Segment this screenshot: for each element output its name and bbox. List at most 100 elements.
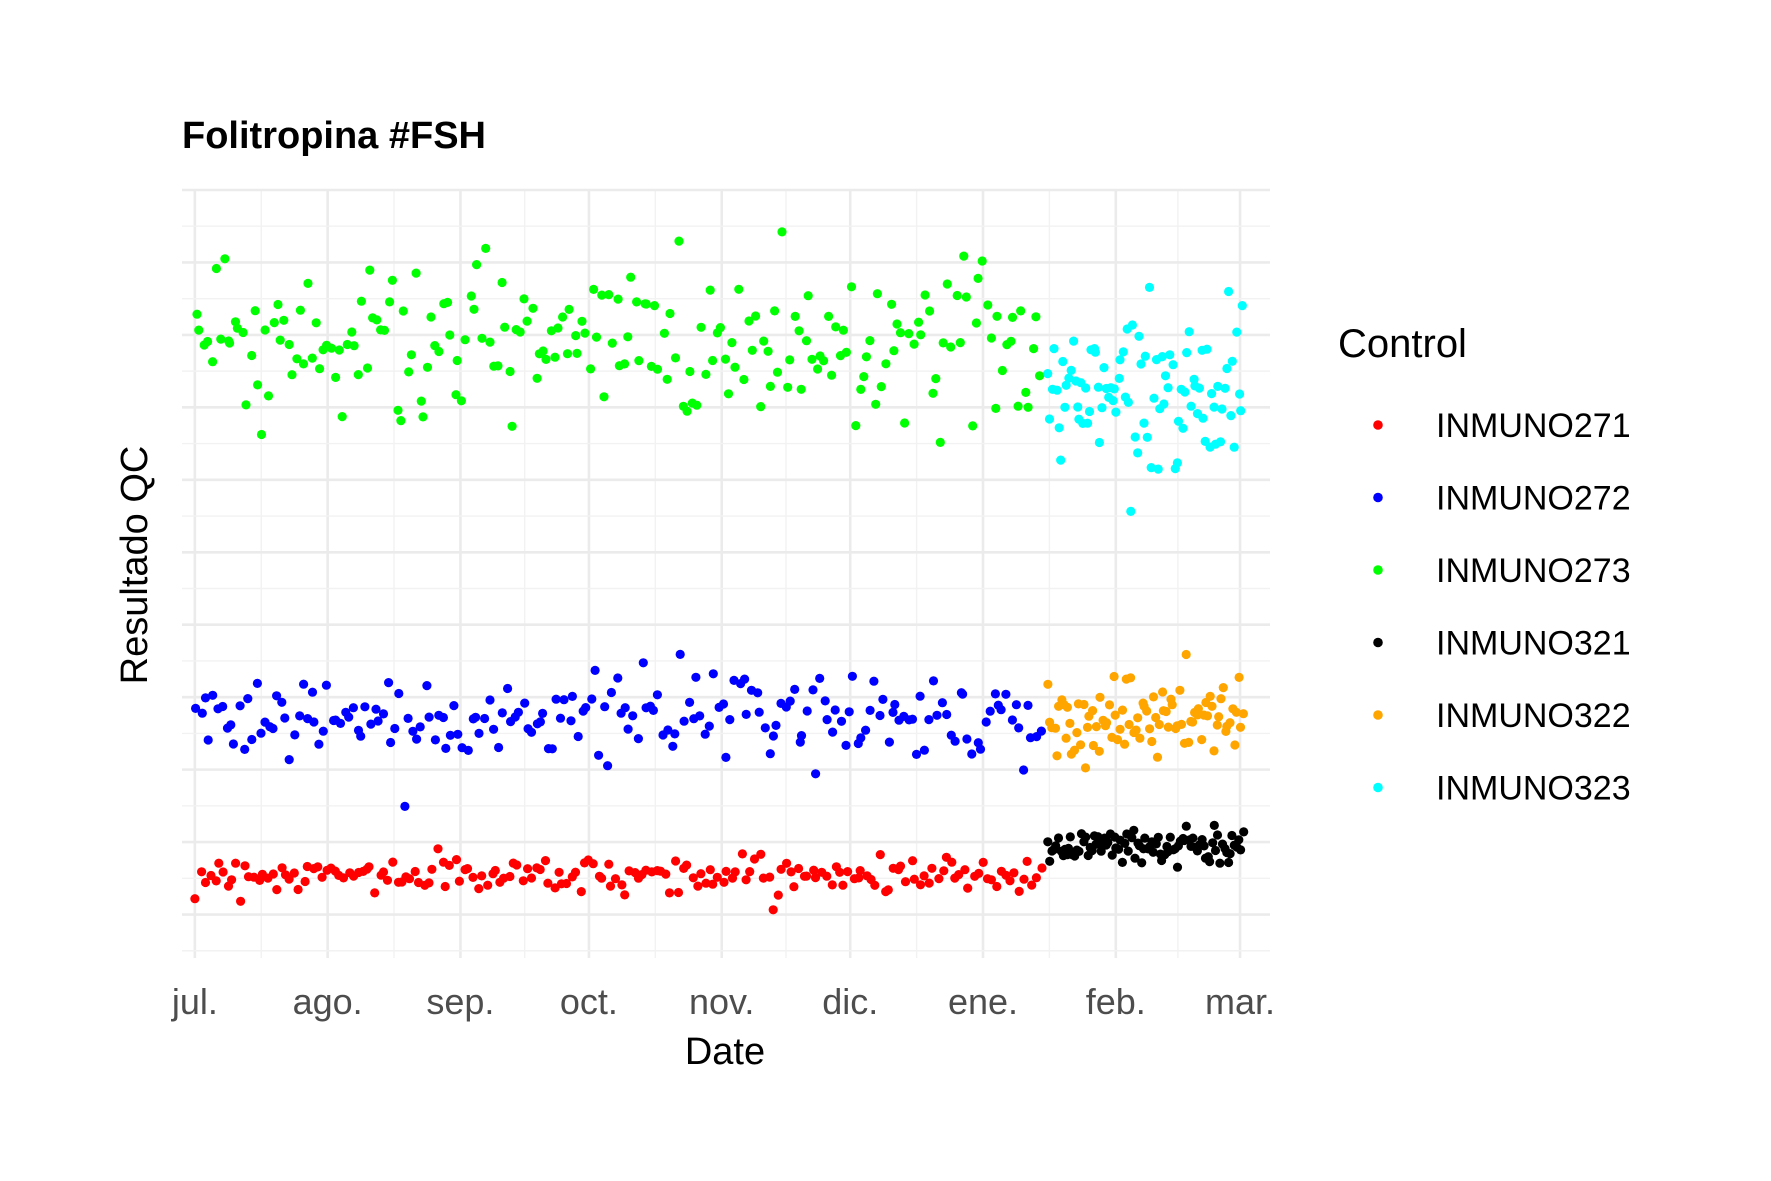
data-point (883, 885, 893, 895)
data-point (920, 290, 930, 300)
data-point (974, 868, 984, 879)
data-point (1148, 692, 1159, 702)
data-point (1202, 344, 1212, 354)
data-point (353, 370, 363, 380)
data-point (260, 325, 270, 335)
data-point (1198, 413, 1208, 423)
data-point (925, 306, 935, 316)
data-point (1109, 384, 1119, 394)
data-point (451, 855, 462, 865)
data-point (287, 370, 297, 380)
data-point (1205, 857, 1215, 867)
data-point (434, 346, 444, 357)
data-point (981, 717, 991, 727)
data-point (1111, 407, 1121, 417)
data-point (553, 323, 563, 333)
data-point (1175, 685, 1185, 695)
data-point (962, 734, 972, 744)
data-point (1152, 752, 1163, 762)
data-point (1231, 707, 1241, 717)
data-point (1168, 360, 1178, 370)
data-point (284, 755, 294, 765)
data-point (785, 355, 795, 365)
legend-label: INMUNO321 (1436, 625, 1631, 663)
data-point (835, 867, 845, 877)
data-point (471, 712, 481, 722)
data-point (1093, 382, 1103, 392)
data-point (1235, 389, 1245, 399)
data-point (1061, 380, 1071, 390)
data-point (293, 884, 303, 895)
data-point (543, 878, 553, 888)
data-point (997, 365, 1008, 376)
data-point (1229, 442, 1239, 452)
data-point (1216, 694, 1226, 704)
data-point (390, 723, 400, 734)
data-point (971, 318, 982, 328)
data-point (280, 713, 290, 723)
data-point (562, 349, 573, 359)
data-point (400, 801, 410, 812)
data-point (1102, 718, 1112, 728)
data-point (1097, 403, 1107, 413)
x-tick-label: mar. (1205, 981, 1275, 1022)
data-point (200, 877, 211, 888)
data-point (1227, 356, 1237, 366)
data-point (802, 706, 812, 716)
data-point (1014, 723, 1024, 733)
data-point (1099, 363, 1109, 373)
data-point (931, 374, 941, 384)
data-point (1088, 706, 1098, 716)
data-point (790, 311, 800, 321)
data-point (463, 745, 473, 756)
data-point (451, 390, 461, 400)
data-point (295, 305, 305, 315)
data-point (1239, 827, 1249, 837)
data-point (317, 872, 327, 882)
data-point (342, 339, 352, 350)
data-point (263, 391, 274, 401)
data-point (1184, 327, 1194, 337)
data-point (597, 290, 607, 300)
data-point (634, 356, 644, 366)
data-point (1134, 331, 1144, 341)
legend-label: INMUNO273 (1436, 552, 1631, 590)
data-point (422, 362, 433, 372)
legend-key (1373, 637, 1383, 648)
data-point (613, 294, 623, 304)
data-point (741, 709, 751, 720)
data-point (1120, 838, 1130, 849)
data-point (892, 319, 902, 329)
data-point (889, 346, 899, 356)
data-point (526, 873, 537, 883)
data-point (1094, 746, 1104, 756)
data-point (444, 860, 454, 871)
data-point (895, 328, 906, 338)
data-point (1199, 841, 1209, 851)
data-point (991, 403, 1001, 413)
legend: Control INMUNO271 INMUNO272 INMUNO273 INMUN… (1338, 322, 1631, 808)
data-point (1153, 464, 1163, 474)
data-point (1151, 712, 1161, 723)
data-point (665, 308, 675, 319)
data-point (841, 347, 852, 357)
data-point (682, 406, 692, 416)
data-point (756, 849, 766, 859)
data-point (228, 739, 238, 749)
data-point (768, 905, 778, 915)
data-point (1224, 857, 1234, 868)
y-axis-title: Resultado QC (114, 446, 156, 685)
data-point (1142, 706, 1152, 716)
data-point (919, 745, 930, 755)
data-point (279, 315, 289, 325)
data-point (594, 750, 604, 760)
data-point (412, 734, 422, 744)
data-point (378, 709, 389, 719)
data-point (303, 278, 313, 288)
series-INMUNO271 (190, 844, 1047, 915)
data-point (384, 678, 394, 688)
data-point (427, 864, 437, 874)
data-point (519, 294, 529, 304)
data-point (1083, 418, 1093, 428)
data-point (416, 396, 426, 406)
